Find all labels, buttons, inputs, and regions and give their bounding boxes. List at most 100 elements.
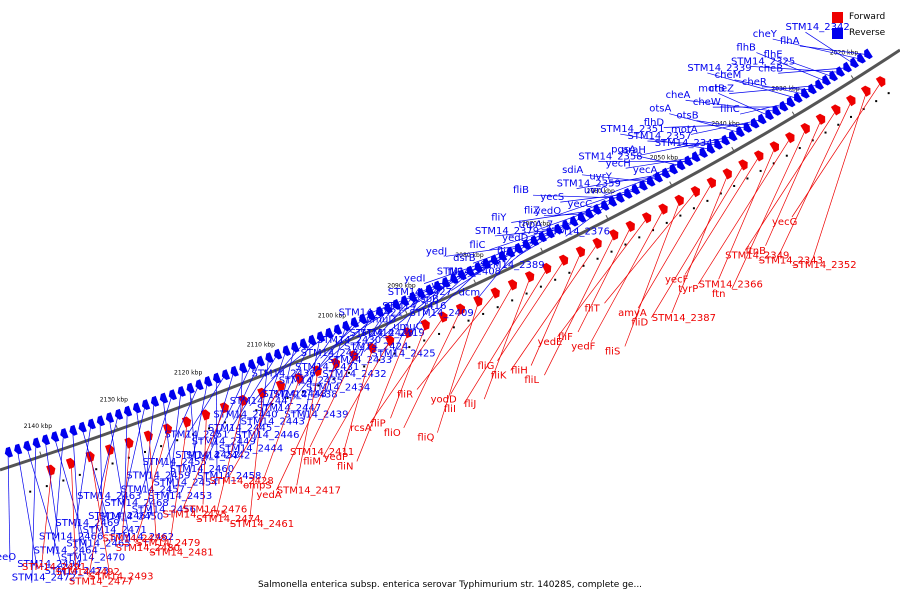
- reverse-leader-line: [211, 371, 235, 447]
- reverse-gene-arrow: [684, 155, 694, 167]
- forward-gene-label: fliH: [511, 366, 528, 377]
- reverse-gene-label: cspB: [415, 294, 439, 305]
- reverse-gene-label: STM14_2437: [301, 348, 365, 359]
- axis-tick-label: 2110 kbp: [247, 341, 275, 348]
- reverse-leader-line: [162, 398, 174, 488]
- forward-leader-line: [718, 145, 776, 280]
- forward-leader-line: [497, 259, 565, 361]
- reverse-gene-label: flhE: [764, 49, 783, 60]
- axis-tick-label: 2040 kbp: [711, 120, 739, 127]
- axis-tick-mark: [405, 310, 408, 316]
- forward-gene-arrow: [846, 95, 856, 107]
- track-dot: [665, 221, 668, 224]
- genome-backbone-arc: [0, 48, 900, 472]
- forward-leader-line: [651, 164, 745, 318]
- axis-tick-label: 2020 kbp: [830, 49, 858, 56]
- forward-gene-arrow: [65, 457, 76, 469]
- forward-leader-line: [169, 421, 188, 548]
- axis-tick-mark: [605, 214, 609, 220]
- forward-gene-arrow: [815, 113, 826, 125]
- reverse-gene-label: STM14_2465: [66, 539, 130, 550]
- reverse-leader-line: [805, 31, 854, 64]
- track-dot: [144, 450, 147, 453]
- forward-gene-arrow: [609, 229, 619, 241]
- reverse-leader-line: [740, 102, 791, 115]
- reverse-leader-line: [7, 452, 11, 563]
- forward-leader-line: [70, 462, 76, 567]
- reverse-leader-line: [576, 173, 666, 189]
- axis-tick-label: 2030 kbp: [771, 85, 799, 92]
- legend-reverse-label: Reverse: [849, 28, 886, 38]
- track-dot: [596, 257, 599, 260]
- forward-gene-arrow: [860, 85, 871, 97]
- reverse-gene-arrow: [706, 143, 716, 154]
- reverse-leader-line: [778, 67, 847, 74]
- reverse-gene-label: cheA: [666, 90, 691, 101]
- reverse-gene-label: cheY: [753, 29, 778, 40]
- reverse-gene-arrow: [213, 372, 222, 384]
- reverse-gene-label: yedI: [404, 274, 425, 285]
- reverse-leader-line: [456, 260, 495, 278]
- reverse-gene-label: STM14_2452: [175, 450, 239, 461]
- reverse-leader-line: [320, 319, 363, 359]
- forward-gene-label: fliT: [585, 303, 601, 314]
- forward-gene-label: tyrP: [678, 284, 698, 295]
- reverse-leader-line: [467, 233, 550, 278]
- track-dot: [511, 299, 514, 302]
- reverse-gene-arrow: [714, 138, 723, 150]
- reverse-leader-line: [145, 401, 155, 481]
- forward-gene-arrow: [455, 303, 466, 315]
- reverse-leader-line: [799, 45, 868, 55]
- reverse-leader-line: [99, 421, 103, 536]
- forward-gene-arrow: [785, 132, 795, 144]
- reverse-gene-label: dsrB: [453, 253, 476, 264]
- reverse-gene-label: STM14_2451: [164, 430, 228, 441]
- track-dot: [624, 243, 627, 246]
- reverse-leader-line: [718, 93, 769, 116]
- forward-leader-line: [390, 324, 427, 419]
- reverse-gene-arrow: [256, 355, 265, 367]
- reverse-gene-label: cheB: [758, 63, 783, 74]
- track-dot: [286, 396, 289, 399]
- reverse-gene-arrow: [822, 74, 831, 86]
- reverse-leader-line: [298, 329, 338, 386]
- reverse-gene-label: motB: [698, 83, 725, 94]
- track-dot: [824, 131, 827, 134]
- reverse-gene-arrow: [239, 362, 248, 374]
- forward-leader-line: [765, 118, 823, 246]
- forward-gene-label: fliO: [384, 428, 401, 439]
- forward-gene-arrow: [558, 254, 569, 266]
- forward-gene-label: yodD: [431, 394, 457, 405]
- axis-tick-mark: [39, 451, 42, 457]
- track-dot: [62, 479, 65, 482]
- reverse-leader-line: [625, 157, 696, 169]
- reverse-leader-line: [44, 440, 60, 542]
- forward-gene-label: STM14_2476: [183, 505, 247, 516]
- reverse-gene-arrow: [864, 48, 873, 60]
- reverse-leader-line: [293, 322, 355, 400]
- reverse-gene-label: STM14_2439: [284, 410, 348, 421]
- reverse-gene-arrow: [69, 424, 78, 436]
- forward-leader-line: [671, 173, 729, 314]
- reverse-gene-label: STM14_2450: [99, 512, 163, 523]
- reverse-gene-label: cheZ: [709, 84, 734, 95]
- track-dot: [45, 485, 48, 488]
- track-dot: [785, 154, 788, 157]
- forward-gene-label: fliG: [478, 361, 495, 372]
- reverse-leader-line: [783, 59, 833, 77]
- reverse-gene-label: flhA: [780, 36, 800, 47]
- reverse-gene-arrow: [608, 196, 618, 207]
- axis-tick-mark: [540, 247, 544, 253]
- track-dot: [467, 319, 470, 322]
- forward-leader-line: [744, 108, 838, 251]
- reverse-gene-label: yedO: [535, 206, 561, 217]
- reverse-swatch: [832, 27, 843, 39]
- reverse-gene-arrow: [96, 415, 105, 427]
- forward-gene-label: fliK: [491, 370, 507, 381]
- forward-leader-line: [182, 407, 226, 510]
- reverse-gene-arrow: [87, 418, 96, 430]
- reverse-gene-arrow: [639, 179, 648, 191]
- axis-tick-label: 2120 kbp: [174, 369, 202, 376]
- forward-leader-line: [202, 414, 207, 505]
